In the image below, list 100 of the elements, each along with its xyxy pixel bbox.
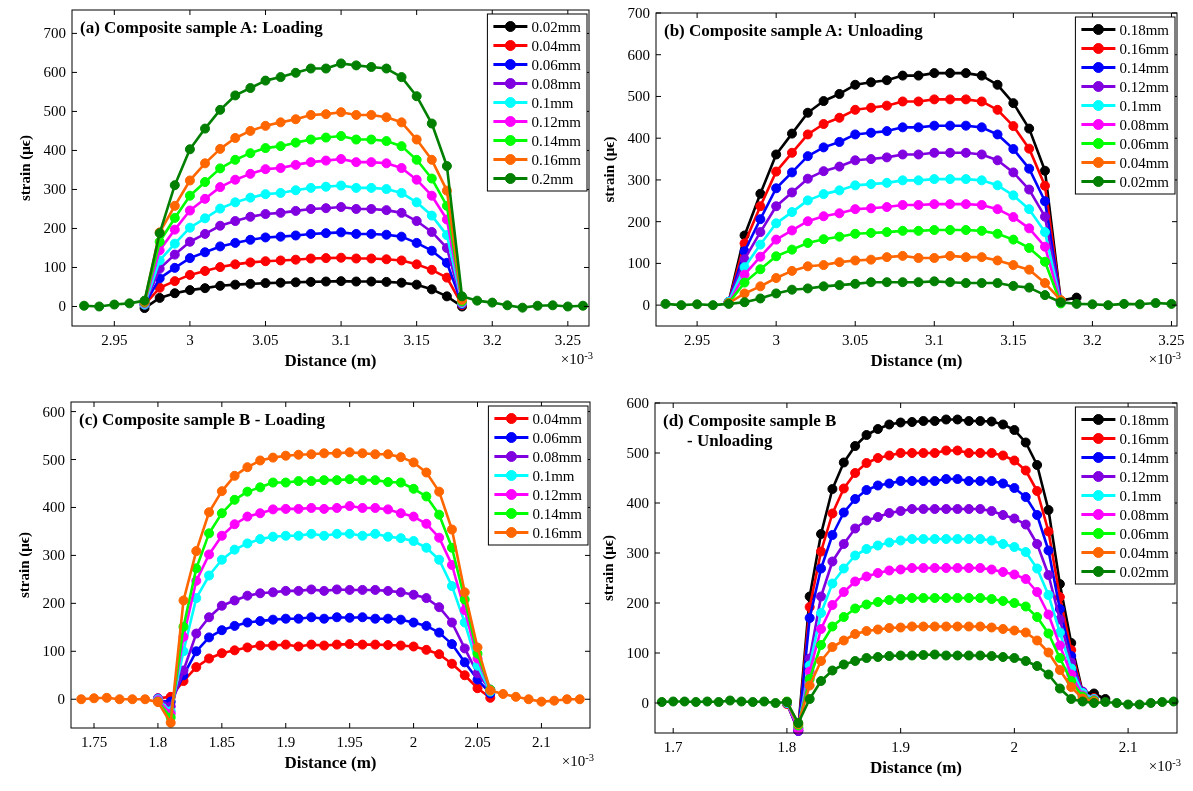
legend-label: 0.06mm bbox=[1119, 525, 1170, 542]
x-tick-label: 2.95 bbox=[683, 332, 711, 348]
y-tick-label: 300 bbox=[43, 181, 66, 198]
y-tick-label: 100 bbox=[626, 645, 649, 661]
y-axis-title: strain (μϵ) bbox=[601, 136, 618, 203]
legend-label: 0.08mm bbox=[531, 75, 582, 92]
y-tick-label: 100 bbox=[43, 259, 66, 276]
y-tick-label: 300 bbox=[42, 547, 65, 564]
legend-label: 0.12mm bbox=[1119, 468, 1170, 485]
legend-label: 0.02mm bbox=[1119, 563, 1170, 580]
x-tick-label: 3.1 bbox=[331, 332, 351, 348]
y-axis-title: strain (μϵ) bbox=[17, 134, 34, 202]
y-tick-label: 500 bbox=[43, 103, 66, 120]
legend-label: 0.04mm bbox=[532, 410, 583, 427]
y-tick-label: 300 bbox=[627, 171, 650, 188]
x-tick-label: 3.05 bbox=[842, 332, 869, 348]
y-tick-label: 600 bbox=[42, 403, 65, 420]
legend-label: 0.14mm bbox=[531, 132, 582, 149]
x-tick-label: 1.8 bbox=[777, 739, 797, 755]
x-axis-title: Distance (m) bbox=[284, 351, 377, 370]
legend-label: 0.1mm bbox=[1119, 97, 1162, 114]
x-tick-label: 3.15 bbox=[403, 332, 430, 348]
legend-label: 0.18mm bbox=[1119, 411, 1170, 428]
y-tick-label: 200 bbox=[43, 220, 66, 237]
x-tick-label: 2.95 bbox=[101, 332, 128, 348]
y-tick-label: 400 bbox=[42, 499, 65, 516]
x-tick-label: 3.1 bbox=[924, 332, 944, 348]
y-tick-label: 0 bbox=[642, 297, 650, 314]
x-tick-label: 2 bbox=[409, 734, 418, 750]
y-tick-label: 400 bbox=[627, 130, 650, 147]
x-tick-label: 1.85 bbox=[208, 734, 235, 750]
y-tick-label: 0 bbox=[57, 691, 65, 708]
legend-label: 0.18mm bbox=[1119, 21, 1170, 38]
legend-label: 0.14mm bbox=[1119, 59, 1170, 76]
y-tick-label: 700 bbox=[43, 25, 66, 42]
y-tick-label: 0 bbox=[58, 298, 66, 315]
legend-label: 0.2mm bbox=[531, 170, 574, 187]
x-tick-label: 1.9 bbox=[891, 739, 911, 755]
x-axis-title: Distance (m) bbox=[869, 758, 963, 777]
legend-label: 0.06mm bbox=[1119, 135, 1170, 152]
y-tick-label: 0 bbox=[641, 695, 649, 711]
legend-label: 0.1mm bbox=[1119, 487, 1162, 504]
legend-label: 0.08mm bbox=[1119, 506, 1170, 523]
legend-label: 0.1mm bbox=[531, 94, 574, 111]
x-tick-label: 1.75 bbox=[80, 734, 108, 750]
text: (c) Composite sample B - Loading bbox=[79, 410, 326, 429]
text: (d) Composite sample B - Unloading bbox=[663, 411, 837, 450]
y-tick-label: 600 bbox=[43, 64, 66, 81]
x-tick-label: 2.1 bbox=[532, 734, 551, 750]
text: ×10$^{-3}$ bbox=[560, 349, 593, 367]
legend-label: 0.14mm bbox=[1119, 449, 1170, 466]
legend-label: 0.06mm bbox=[531, 56, 582, 73]
y-tick-label: 200 bbox=[42, 595, 65, 612]
y-tick-label: 200 bbox=[626, 595, 649, 611]
y-tick-label: 400 bbox=[43, 142, 66, 159]
x-tick-label: 1.7 bbox=[663, 739, 684, 755]
text: (a) Composite sample A: Loading bbox=[80, 18, 324, 37]
y-tick-label: 500 bbox=[42, 451, 65, 468]
legend-label: 0.16mm bbox=[1119, 430, 1170, 447]
x-axis-title: Distance (m) bbox=[284, 753, 377, 772]
legend-label: 0.06mm bbox=[532, 429, 583, 446]
text: ×10$^{-3}$ bbox=[1148, 756, 1181, 774]
legend-label: 0.12mm bbox=[531, 113, 582, 130]
x-tick-label: 2 bbox=[1010, 739, 1019, 755]
legend-label: 0.08mm bbox=[1119, 116, 1170, 133]
x-tick-label: 2.05 bbox=[464, 734, 491, 750]
x-tick-label: 1.9 bbox=[276, 734, 296, 750]
y-tick-label: 100 bbox=[627, 255, 650, 272]
text: ×10$^{-3}$ bbox=[1148, 349, 1181, 367]
y-tick-label: 700 bbox=[627, 5, 650, 21]
y-tick-label: 600 bbox=[627, 46, 650, 63]
x-tick-label: 1.95 bbox=[336, 734, 363, 750]
legend-label: 0.04mm bbox=[1119, 154, 1170, 171]
legend-label: 0.14mm bbox=[532, 505, 583, 522]
legend-label: 0.1mm bbox=[532, 467, 575, 484]
y-tick-label: 600 bbox=[626, 395, 649, 411]
legend-label: 0.12mm bbox=[1119, 78, 1170, 95]
x-tick-label: 3.15 bbox=[1000, 332, 1027, 348]
x-tick-label: 1.8 bbox=[148, 734, 168, 750]
legend-label: 0.16mm bbox=[1119, 40, 1170, 57]
x-tick-label: 3.2 bbox=[482, 332, 502, 348]
legend-label: 0.16mm bbox=[531, 151, 582, 168]
text: ×10$^{-3}$ bbox=[561, 751, 594, 769]
y-tick-label: 400 bbox=[626, 495, 649, 511]
legend-label: 0.02mm bbox=[1119, 173, 1170, 190]
x-axis-title: Distance (m) bbox=[870, 351, 963, 370]
legend-label: 0.04mm bbox=[1119, 544, 1170, 561]
x-tick-label: 3.05 bbox=[252, 332, 279, 348]
x-tick-label: 3 bbox=[772, 332, 780, 348]
y-tick-label: 100 bbox=[42, 643, 65, 660]
y-tick-label: 200 bbox=[627, 213, 650, 230]
x-tick-label: 2.1 bbox=[1118, 739, 1138, 755]
y-axis-title: strain (μϵ) bbox=[600, 534, 617, 602]
x-tick-label: 3.2 bbox=[1083, 332, 1102, 348]
legend-label: 0.04mm bbox=[531, 37, 582, 54]
x-tick-label: 3 bbox=[186, 332, 194, 348]
y-tick-label: 300 bbox=[626, 545, 649, 561]
x-tick-label: 3.25 bbox=[1158, 332, 1185, 348]
legend-label: 0.16mm bbox=[532, 524, 583, 541]
x-tick-label: 3.25 bbox=[554, 332, 581, 348]
